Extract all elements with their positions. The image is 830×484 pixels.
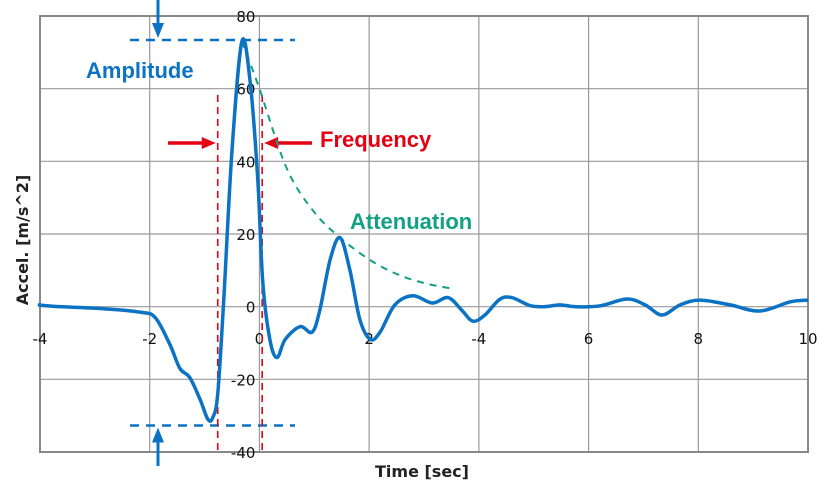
series-line — [37, 37, 809, 423]
y-tick-label: 80 — [236, 8, 255, 26]
y-tick-label: 0 — [246, 299, 256, 317]
amplitude-label: Amplitude — [86, 58, 194, 83]
plot-frame — [39, 15, 809, 453]
y-tick-label: -20 — [231, 371, 256, 389]
x-tick-label: -4 — [471, 330, 486, 348]
frequency-label: Frequency — [320, 127, 432, 152]
y-tick-label: 40 — [236, 153, 255, 171]
x-tick-label: -2 — [142, 330, 157, 348]
frequency-arrow-left-head — [201, 137, 216, 149]
y-tick-label: 20 — [236, 226, 255, 244]
x-tick-label: 8 — [694, 330, 704, 348]
x-axis-label: Time [sec] — [375, 462, 469, 481]
frequency-arrow-right-head — [264, 137, 279, 149]
y-axis-label: Accel. [m/s^2] — [13, 175, 32, 306]
x-tick-label: -4 — [33, 330, 48, 348]
x-tick-label: 6 — [584, 330, 594, 348]
amplitude-arrow-top-head — [152, 22, 164, 38]
x-tick-label: 10 — [798, 330, 817, 348]
annotations — [130, 0, 312, 466]
x-ticks: -4 -2 0 2 -4 6 8 10 — [33, 330, 818, 348]
attenuation-label: Attenuation — [350, 209, 472, 234]
y-tick-label: -40 — [231, 444, 256, 462]
amplitude-arrow-bottom-head — [152, 427, 164, 443]
x-tick-label: 0 — [255, 330, 265, 348]
